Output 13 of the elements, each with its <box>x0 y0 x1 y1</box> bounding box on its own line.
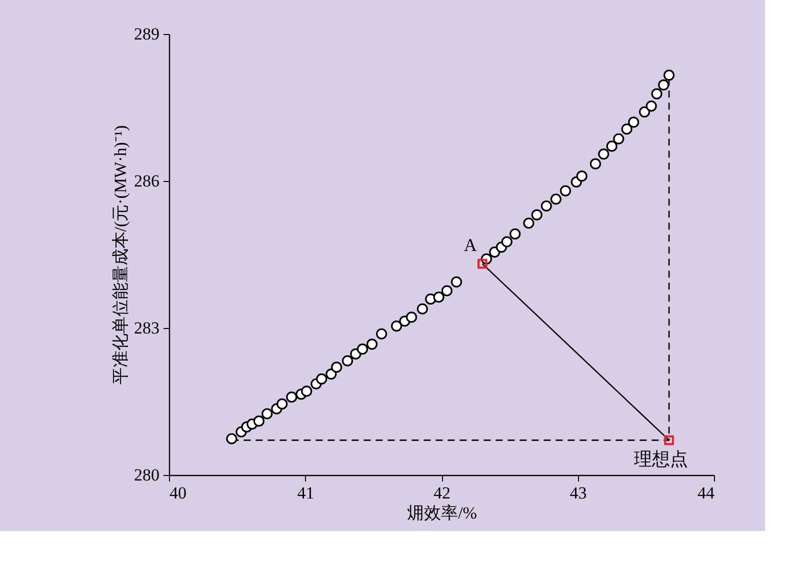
x-tick-label: 43 <box>570 484 587 502</box>
y-tick-label: 283 <box>134 318 160 338</box>
x-tick-label: 42 <box>434 484 450 502</box>
x-axis-title: 㶲效率/% <box>407 504 477 522</box>
x-tick-label: 44 <box>698 484 715 502</box>
y-tick-label: 286 <box>134 172 160 190</box>
y-axis-title: 平准化单位能量成本/(元·(MW·h)⁻¹) <box>111 125 130 385</box>
y-tick-label: 289 <box>134 24 160 44</box>
y-tick-label: 280 <box>134 466 160 484</box>
annotation: A <box>464 234 477 255</box>
x-tick-label: 41 <box>297 484 314 502</box>
annotation: 理想点 <box>634 449 688 470</box>
x-tick-label: 40 <box>170 484 186 502</box>
